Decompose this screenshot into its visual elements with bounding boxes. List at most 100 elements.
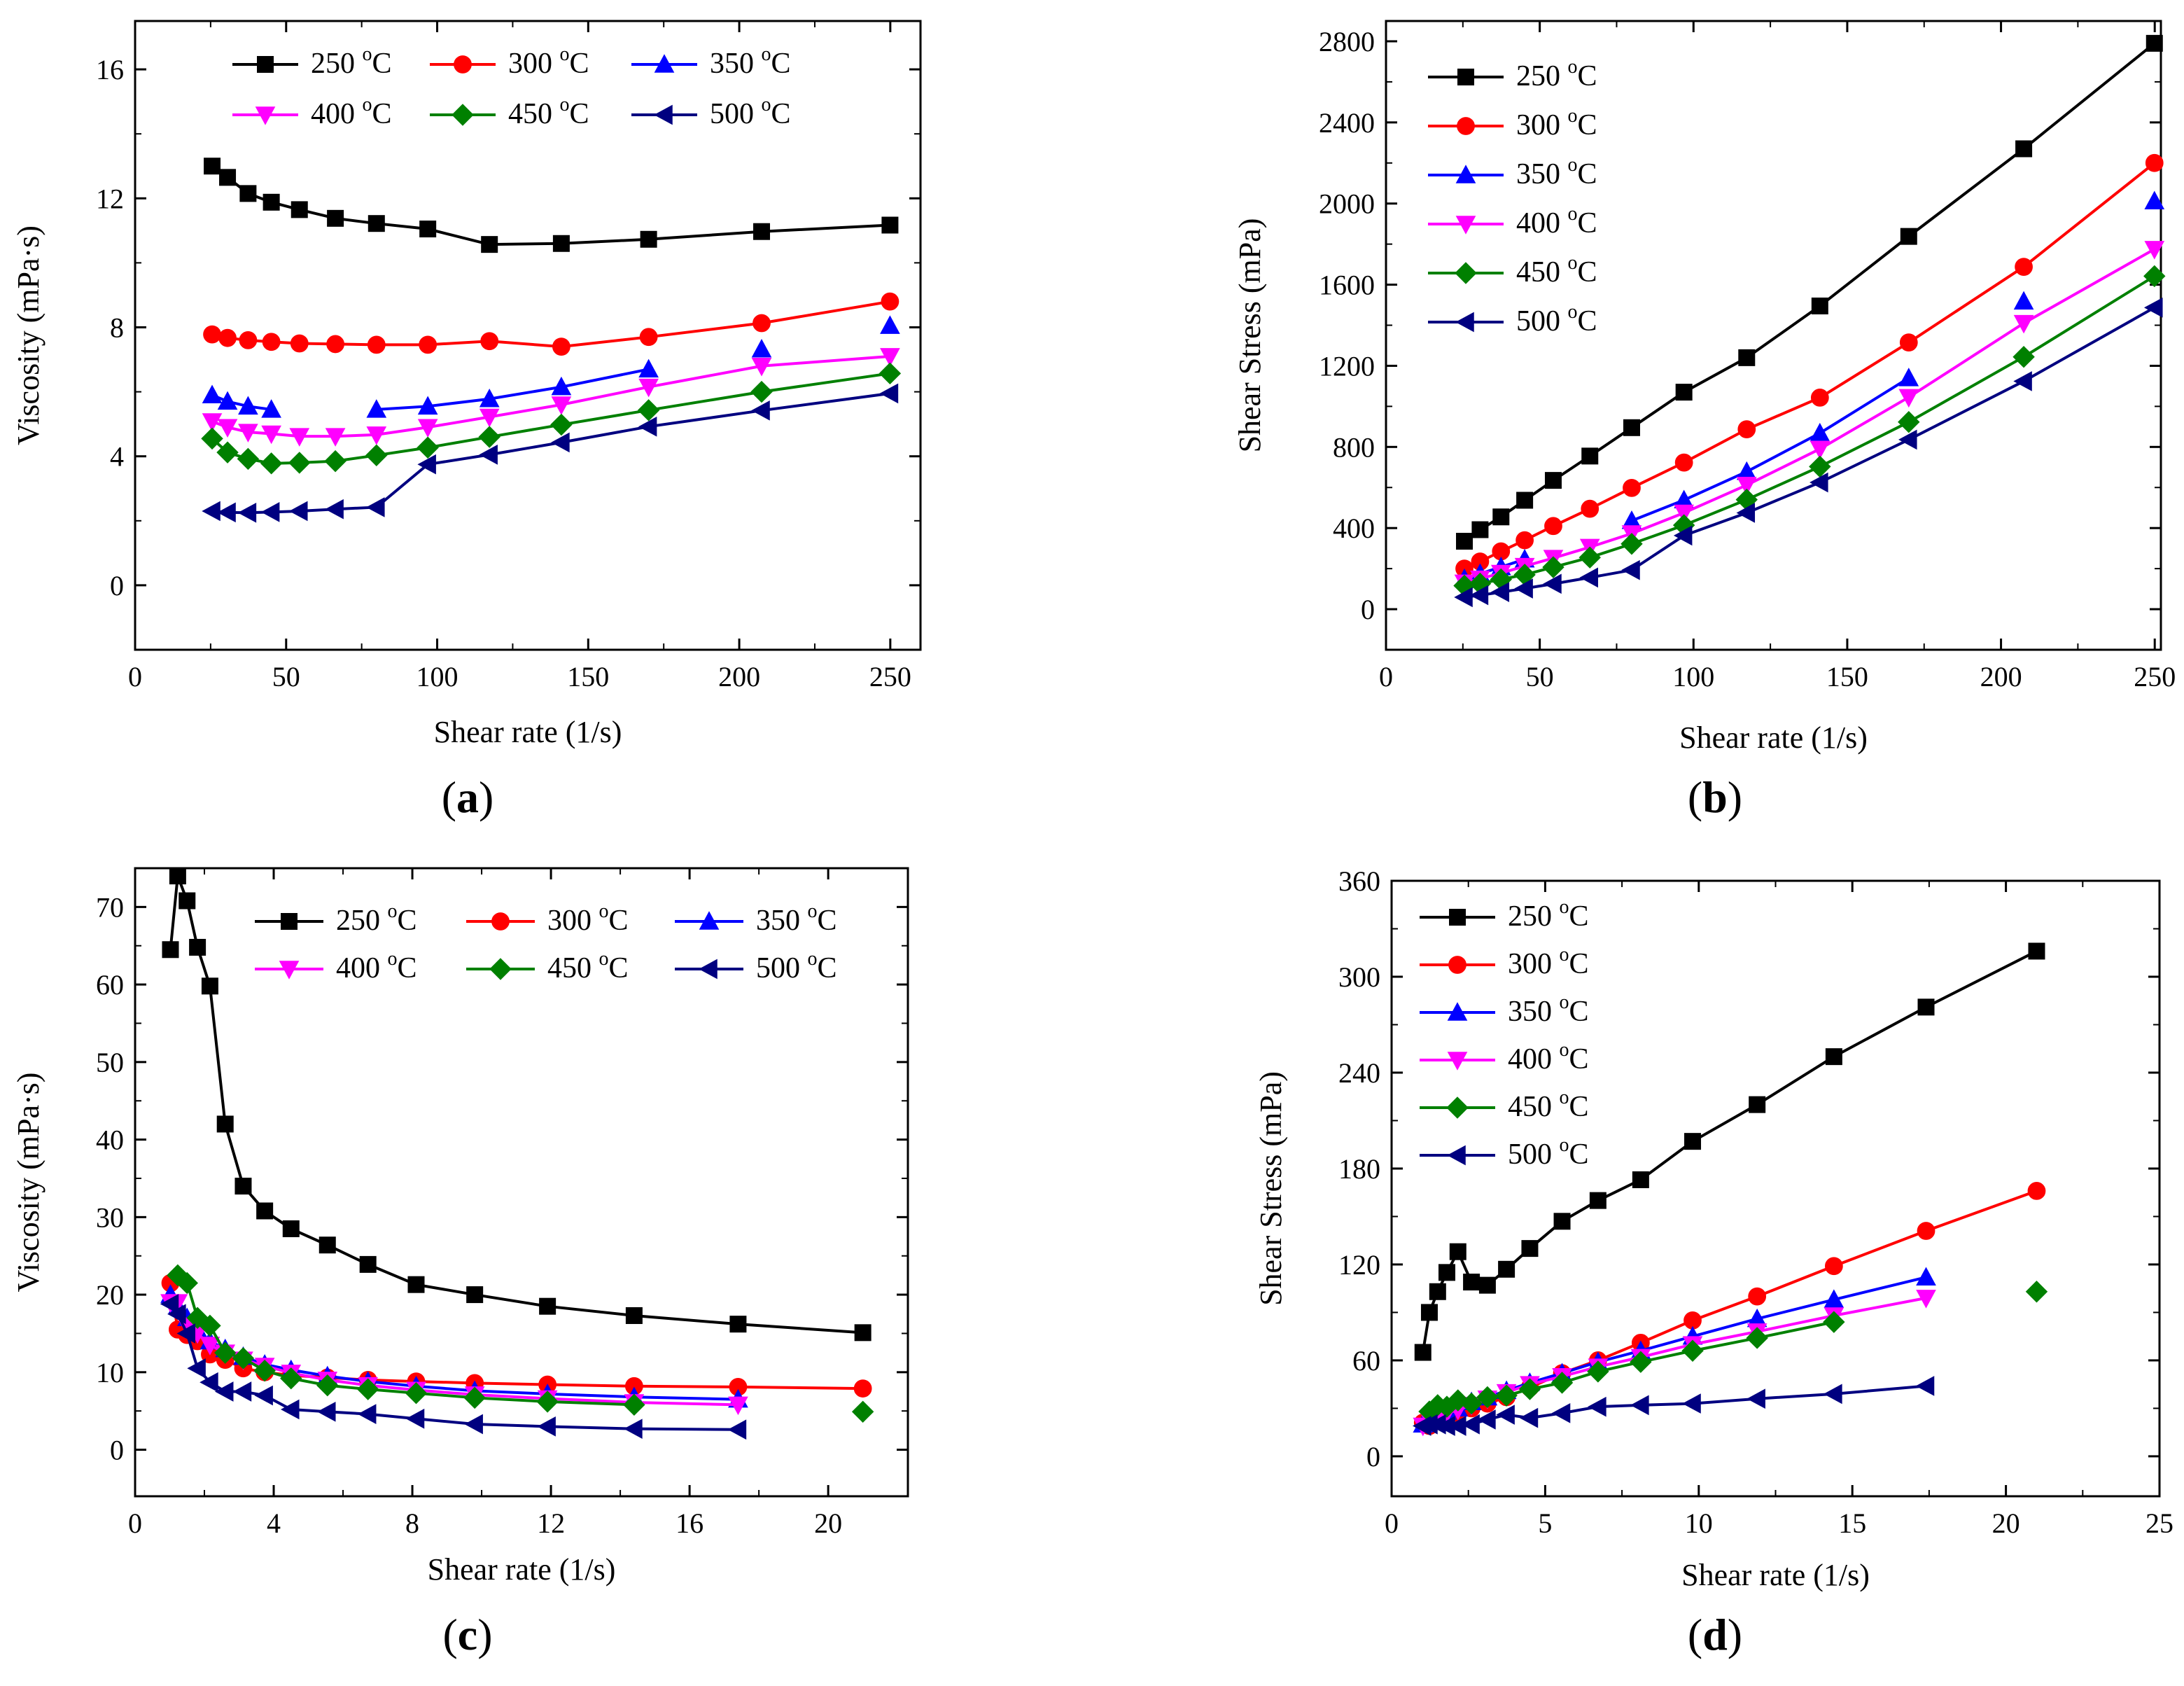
data-point <box>2144 190 2165 209</box>
series-300C <box>161 1274 872 1398</box>
series-250C <box>162 868 872 1342</box>
data-point <box>1917 1222 1935 1240</box>
data-point <box>479 388 500 407</box>
legend-label: 300 oC <box>508 43 589 79</box>
y-tick-label: 0 <box>1366 1441 1380 1472</box>
data-point <box>356 1378 379 1400</box>
data-point <box>1521 1240 1539 1257</box>
data-point <box>1492 508 1510 526</box>
data-point <box>178 892 196 910</box>
data-point <box>203 325 221 344</box>
y-tick-label: 180 <box>1338 1153 1380 1185</box>
data-point <box>324 450 346 473</box>
data-point <box>878 362 902 385</box>
data-point <box>1632 1171 1649 1188</box>
data-point <box>1917 998 1935 1016</box>
x-tick-label: 200 <box>1980 661 2022 692</box>
data-point <box>2146 34 2163 52</box>
data-point <box>1469 585 1489 606</box>
data-point <box>316 1374 339 1397</box>
data-point <box>752 314 771 333</box>
data-point <box>2012 345 2035 368</box>
y-tick-label: 20 <box>96 1279 124 1311</box>
data-point <box>189 938 206 956</box>
data-point <box>187 1358 206 1379</box>
data-point <box>1824 1257 1843 1276</box>
data-point <box>169 868 186 885</box>
data-point <box>1681 1339 1704 1362</box>
data-point <box>1811 297 1828 314</box>
legend-marker <box>1457 117 1475 135</box>
legend-marker <box>699 959 718 980</box>
legend-label: 350 oC <box>756 900 837 936</box>
x-tick-label: 16 <box>676 1507 704 1539</box>
data-point <box>260 502 280 522</box>
y-tick-label: 800 <box>1333 431 1375 463</box>
x-tick-label: 0 <box>1385 1507 1399 1539</box>
series-line <box>1422 1276 1926 1426</box>
data-point <box>416 436 439 459</box>
data-point <box>367 335 386 354</box>
data-point <box>1809 422 1830 442</box>
legend-marker <box>1446 1096 1469 1119</box>
data-point <box>1476 1386 1499 1409</box>
data-point <box>217 419 238 438</box>
data-point <box>1461 1414 1480 1435</box>
y-axis-label: Viscosity (mPa·s) <box>11 1073 46 1293</box>
y-tick-label: 10 <box>96 1357 124 1388</box>
y-tick-label: 60 <box>96 969 124 1001</box>
legend-marker <box>654 54 675 73</box>
legend-label: 300 oC <box>547 900 629 936</box>
y-tick-label: 70 <box>96 891 124 923</box>
data-point <box>1736 477 1757 496</box>
data-point <box>357 1404 377 1424</box>
legend-marker <box>1457 69 1474 85</box>
legend-label: 500 oC <box>756 948 837 984</box>
legend-item: 300 oC <box>1428 105 1597 141</box>
legend-item: 300 oC <box>1420 944 1589 980</box>
data-point <box>419 221 437 238</box>
data-point <box>201 427 223 450</box>
data-point <box>1587 1360 1609 1383</box>
x-tick-label: 100 <box>416 661 458 692</box>
series-400C <box>202 348 900 447</box>
y-tick-label: 16 <box>96 54 124 85</box>
legend-label: 250 oC <box>311 43 392 79</box>
data-point <box>262 333 281 351</box>
data-point <box>417 396 438 415</box>
legend-item: 500 oC <box>1420 1134 1589 1171</box>
panel-label: (a) <box>442 772 494 822</box>
legend-marker <box>489 958 512 980</box>
plot-frame <box>1385 20 2162 651</box>
series-line <box>211 391 890 515</box>
data-point <box>753 223 771 240</box>
data-point <box>551 396 572 415</box>
data-point <box>1825 1048 1842 1066</box>
legend-item: 400 oC <box>1428 203 1597 239</box>
y-tick-label: 2400 <box>1319 107 1375 139</box>
series-line <box>1422 1384 1926 1428</box>
data-point <box>216 1115 234 1133</box>
data-point <box>261 399 281 418</box>
data-point <box>1916 1290 1936 1309</box>
y-tick-label: 360 <box>1338 865 1380 897</box>
data-point <box>2015 258 2033 276</box>
data-point <box>881 216 899 234</box>
data-point <box>405 1408 425 1429</box>
data-point <box>880 348 900 367</box>
legend-item: 250 oC <box>232 43 392 80</box>
y-tick-label: 400 <box>1333 513 1375 544</box>
x-axis-label: Shear rate (1/s) <box>434 715 622 749</box>
series-250C <box>1456 34 2163 550</box>
legend-marker <box>1455 216 1476 235</box>
data-point <box>281 1399 300 1420</box>
legend-item: 250 oC <box>255 900 417 937</box>
y-axis-label: Viscosity (mPa·s) <box>11 225 46 445</box>
x-tick-label: 4 <box>267 1507 281 1539</box>
data-point <box>551 376 572 396</box>
data-point <box>2013 371 2032 391</box>
data-point <box>176 1272 198 1295</box>
chart-panel-a: 0 50 100 150 200 250 0 4 8 12 16 Shear rate (1/s) Vi… <box>11 20 922 822</box>
legend: 250 oC 300 oC 350 oC 400 oC 450 oC 500 oC <box>255 900 837 984</box>
data-point <box>282 1220 300 1237</box>
